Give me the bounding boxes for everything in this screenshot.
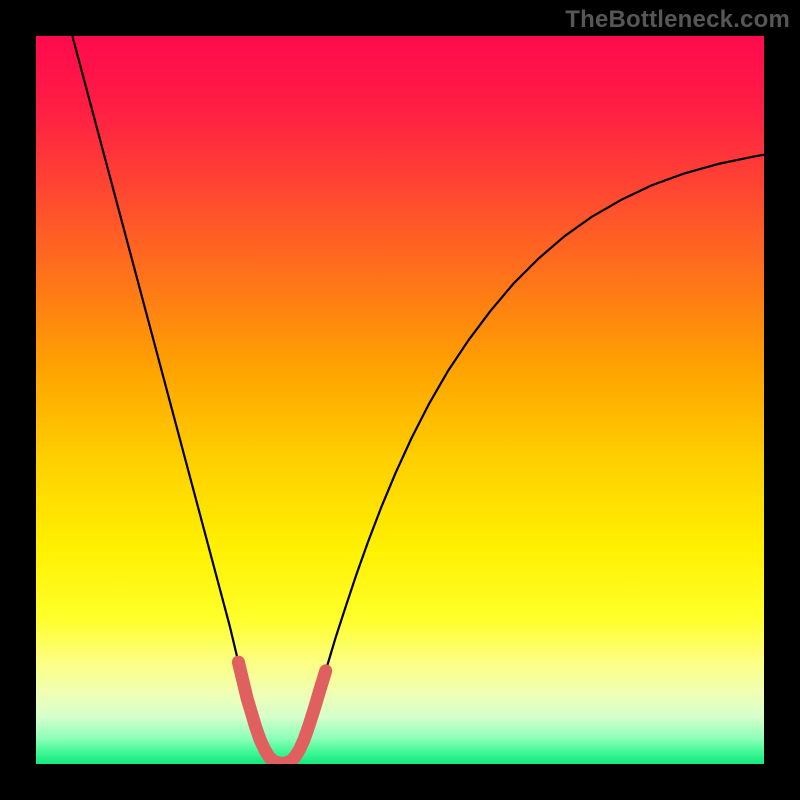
chart-background (36, 36, 764, 764)
bottleneck-curve-chart (36, 36, 764, 764)
watermark-text: TheBottleneck.com (565, 6, 790, 34)
plot-area (36, 36, 764, 764)
chart-frame: TheBottleneck.com (0, 0, 800, 800)
